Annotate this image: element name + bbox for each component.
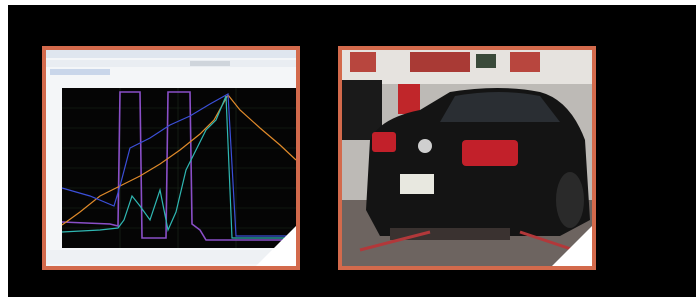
- tail-light: [462, 140, 518, 166]
- software-thumbnail: [42, 46, 300, 270]
- toolbar-button: [190, 61, 230, 66]
- license-plate: [400, 174, 434, 194]
- axis-strip: [46, 250, 296, 264]
- monitor: [476, 54, 496, 68]
- tab: [50, 69, 110, 75]
- car-thumbnail: [338, 46, 596, 270]
- tool-cabinet: [398, 84, 420, 114]
- wheel: [556, 172, 584, 228]
- toolbar: [46, 60, 296, 67]
- wall-banner: [410, 52, 470, 72]
- page: (() => { const data = JSON.parse(documen…: [0, 0, 696, 297]
- badge: [418, 139, 432, 153]
- tail-light: [372, 132, 396, 152]
- wall-banner: [350, 52, 376, 72]
- wall-banner: [510, 52, 540, 72]
- title-bar: [46, 50, 296, 58]
- screenshot: [0, 0, 696, 297]
